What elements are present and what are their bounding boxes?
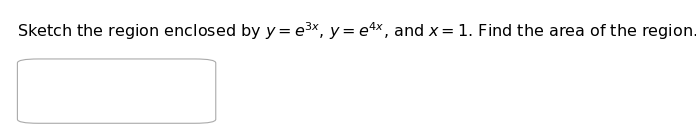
FancyBboxPatch shape [17, 59, 216, 123]
Text: Sketch the region enclosed by $y = e^{3x}$, $y = e^{4x}$, and $x = 1$. Find the : Sketch the region enclosed by $y = e^{3x… [17, 20, 696, 42]
